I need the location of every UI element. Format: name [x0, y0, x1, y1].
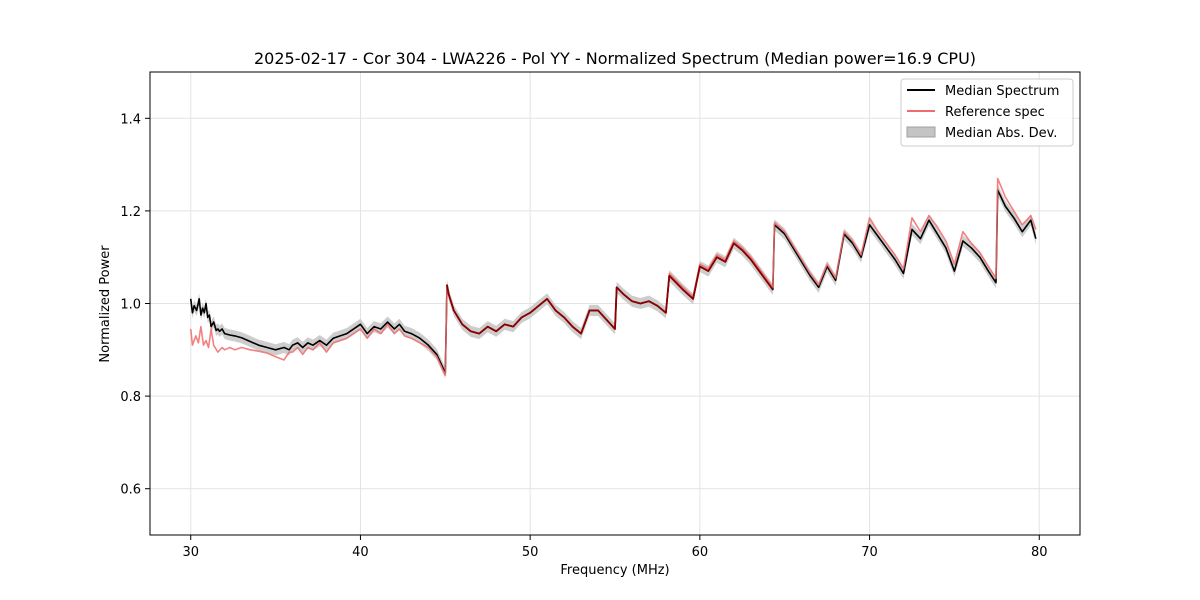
- x-tick-label: 80: [1031, 545, 1048, 560]
- legend-swatch-mad: [906, 126, 936, 138]
- x-tick-label: 40: [352, 545, 369, 560]
- legend-label-reference: Reference spec: [945, 105, 1045, 120]
- x-tick-label: 50: [522, 545, 539, 560]
- y-axis-label: Normalized Power: [98, 245, 113, 363]
- y-tick-label: 1.2: [120, 205, 141, 220]
- y-tick-label: 0.8: [120, 390, 141, 405]
- x-axis: 30 40 50 60 70 80: [182, 535, 1048, 560]
- overlap-line: [446, 242, 774, 335]
- y-tick-label: 1.0: [120, 298, 141, 313]
- y-axis: 0.6 0.8 1.0 1.2 1.4: [120, 112, 150, 498]
- x-tick-label: 30: [182, 545, 199, 560]
- x-tick-label: 60: [692, 545, 709, 560]
- x-tick-label: 70: [861, 545, 878, 560]
- legend-box: [900, 78, 1074, 147]
- legend: Median Spectrum Reference spec Median Ab…: [900, 78, 1074, 147]
- y-tick-label: 0.6: [120, 483, 141, 498]
- x-axis-label: Frequency (MHz): [560, 563, 669, 578]
- chart-title: 2025-02-17 - Cor 304 - LWA226 - Pol YY -…: [254, 49, 976, 68]
- y-tick-label: 1.4: [120, 112, 141, 127]
- series-layer: [189, 177, 1037, 377]
- legend-label-mad: Median Abs. Dev.: [945, 126, 1057, 141]
- mad-band: [190, 184, 1036, 379]
- mad-band-layer: [190, 184, 1036, 379]
- legend-label-median: Median Spectrum: [945, 84, 1059, 99]
